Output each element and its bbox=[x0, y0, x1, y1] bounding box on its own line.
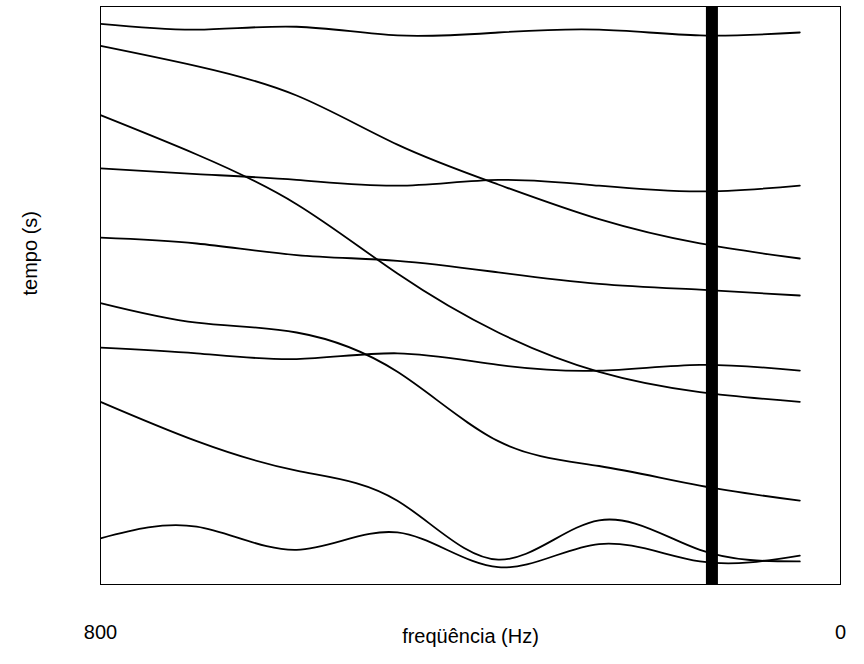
svg-text:800: 800 bbox=[84, 621, 117, 643]
svg-text:0: 0 bbox=[835, 621, 846, 643]
svg-text:tempo (s): tempo (s) bbox=[19, 211, 41, 295]
svg-text:freqüência (Hz): freqüência (Hz) bbox=[402, 625, 539, 647]
